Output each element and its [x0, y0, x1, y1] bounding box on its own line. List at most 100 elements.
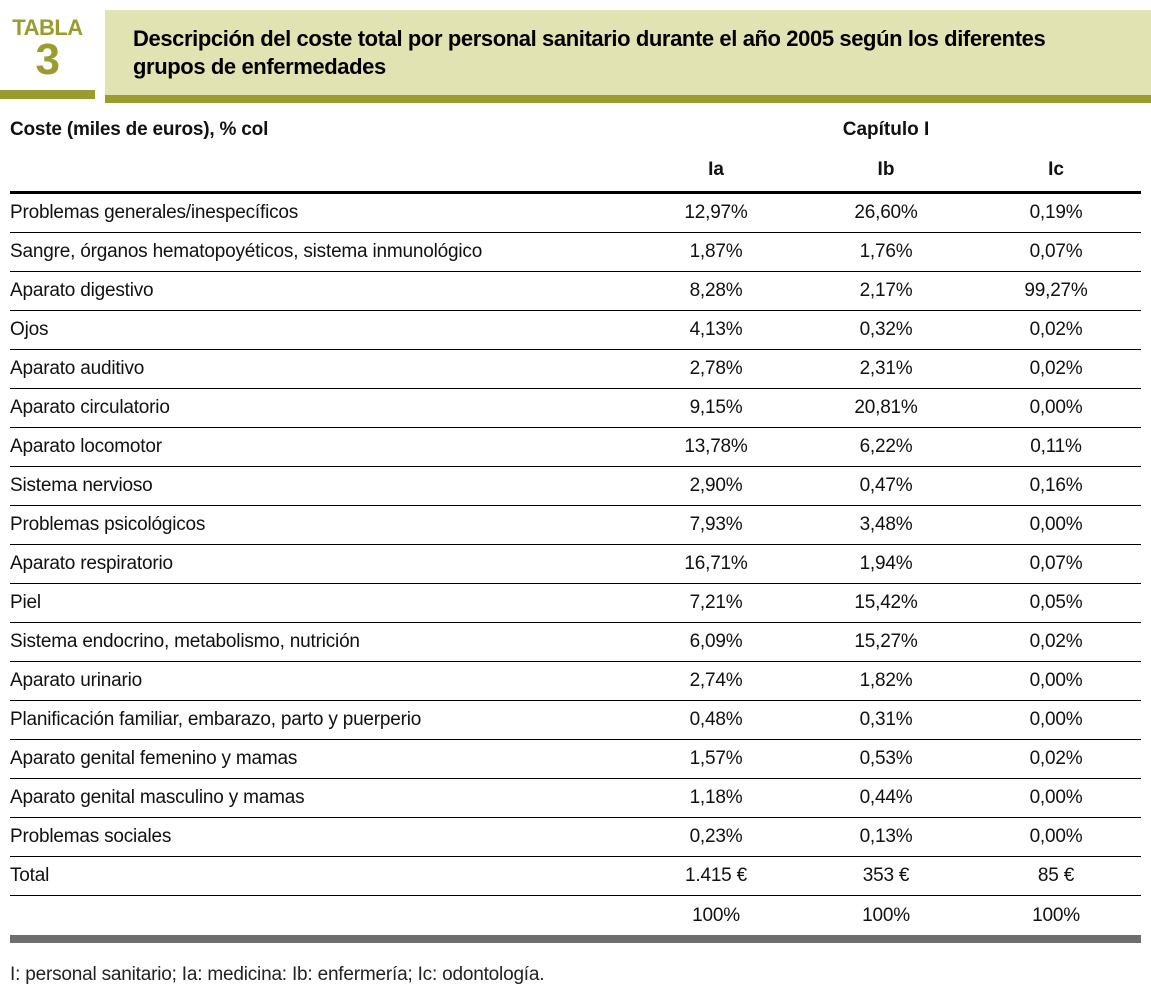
row-label: Sistema nervioso — [10, 475, 153, 496]
row-value-ia: 100% — [692, 904, 740, 926]
row-label: Aparato urinario — [10, 670, 142, 691]
column-header-spacer — [10, 159, 631, 181]
row-value-ib: 0,47% — [859, 475, 913, 496]
row-value-ic: 0,00% — [1029, 397, 1083, 418]
row-value-ia: 6,09% — [689, 631, 743, 652]
row-value-ic: 0,16% — [1029, 475, 1083, 496]
row-value-ia: 9,15% — [689, 397, 743, 418]
column-header-ib: Ib — [877, 159, 895, 180]
footnote: I: personal sanitario; Ia: medicina: Ib:… — [10, 964, 545, 985]
row-value-ia: 2,78% — [689, 358, 743, 379]
row-value-ia: 4,13% — [689, 319, 743, 340]
table-row-percent: 100% 100% 100% — [10, 896, 1141, 935]
row-value-ib: 15,27% — [854, 631, 918, 652]
table-row: Problemas psicológicos 7,93% 3,48% 0,00% — [10, 506, 1141, 545]
row-value-ia: 1.415 € — [685, 865, 747, 886]
row-value-ia: 12,97% — [684, 202, 748, 223]
table-row: Planificación familiar, embarazo, parto … — [10, 701, 1141, 740]
row-value-ia: 2,90% — [689, 475, 743, 496]
table-title-box: Descripción del coste total por personal… — [105, 10, 1151, 103]
row-value-ic: 0,00% — [1029, 787, 1083, 808]
row-value-ib: 15,42% — [854, 592, 918, 613]
corner-header: Coste (miles de euros), % col — [10, 119, 269, 140]
row-label: Piel — [10, 592, 41, 613]
row-value-ic: 99,27% — [1024, 280, 1088, 301]
row-value-ia: 1,57% — [689, 748, 743, 769]
table-row: Aparato urinario 2,74% 1,82% 0,00% — [10, 662, 1141, 701]
row-value-ib: 0,31% — [859, 709, 913, 730]
row-value-ib: 1,76% — [859, 241, 913, 262]
row-value-ia: 0,48% — [689, 709, 743, 730]
table-label-word: TABLA — [12, 15, 83, 40]
table-row: Ojos 4,13% 0,32% 0,02% — [10, 311, 1141, 350]
row-value-ic: 100% — [1032, 904, 1080, 926]
row-value-ic: 0,02% — [1029, 358, 1083, 379]
column-group-header: Capítulo I — [842, 119, 930, 140]
row-value-ic: 0,11% — [1030, 436, 1082, 457]
row-value-ib: 2,17% — [859, 280, 913, 301]
row-value-ic: 0,02% — [1029, 748, 1083, 769]
table-row: Problemas generales/inespecíficos 12,97%… — [10, 194, 1141, 233]
row-label: Problemas sociales — [10, 826, 172, 847]
row-label: Aparato circulatorio — [10, 397, 170, 418]
table-title: Descripción del coste total por personal… — [133, 26, 1046, 79]
row-value-ib: 26,60% — [854, 202, 918, 223]
row-label: Aparato auditivo — [10, 358, 145, 379]
row-value-ia: 7,21% — [689, 592, 743, 613]
row-value-ia: 16,71% — [684, 553, 748, 574]
data-table: Coste (miles de euros), % col Capítulo I… — [10, 111, 1141, 943]
row-value-ib: 0,53% — [859, 748, 913, 769]
row-value-ic: 0,02% — [1029, 631, 1083, 652]
row-value-ic: 0,00% — [1029, 514, 1083, 535]
row-value-ic: 0,07% — [1029, 241, 1083, 262]
row-value-ia: 0,23% — [689, 826, 743, 847]
column-header-ic: Ic — [1048, 159, 1064, 180]
row-value-ic: 0,07% — [1029, 553, 1083, 574]
row-value-ib: 2,31% — [859, 358, 913, 379]
row-value-ia: 8,28% — [689, 280, 743, 301]
table-row: Piel 7,21% 15,42% 0,05% — [10, 584, 1141, 623]
table-header-row-group: Coste (miles de euros), % col Capítulo I — [10, 111, 1141, 141]
row-value-ia: 1,87% — [689, 241, 743, 262]
row-value-ia: 13,78% — [684, 436, 748, 457]
row-value-ib: 0,44% — [859, 787, 913, 808]
table-label-number: 3 — [35, 35, 60, 84]
row-label: Aparato genital femenino y mamas — [10, 748, 298, 769]
row-value-ic: 85 € — [1037, 865, 1075, 886]
table-row: Sistema nervioso 2,90% 0,47% 0,16% — [10, 467, 1141, 506]
row-value-ic: 0,00% — [1029, 670, 1083, 691]
row-label: Planificación familiar, embarazo, parto … — [10, 709, 422, 730]
row-value-ic: 0,00% — [1029, 826, 1083, 847]
table-row: Aparato genital femenino y mamas 1,57% 0… — [10, 740, 1141, 779]
table-number-label: TABLA 3 — [0, 0, 95, 99]
table-header-row-columns: Ia Ib Ic — [10, 159, 1141, 194]
row-label: Problemas generales/inespecíficos — [10, 202, 299, 223]
row-value-ia: 1,18% — [689, 787, 743, 808]
row-label: Aparato digestivo — [10, 280, 154, 301]
row-label: Total — [10, 865, 50, 886]
row-value-ib: 353 € — [862, 865, 910, 886]
row-value-ia: 2,74% — [689, 670, 743, 691]
row-value-ic: 0,02% — [1029, 319, 1083, 340]
table-row: Aparato auditivo 2,78% 2,31% 0,02% — [10, 350, 1141, 389]
row-label: Ojos — [10, 319, 49, 340]
row-value-ib: 100% — [862, 904, 910, 926]
row-label: Sangre, órganos hematopoyéticos, sistema… — [10, 241, 483, 262]
table-row: Aparato circulatorio 9,15% 20,81% 0,00% — [10, 389, 1141, 428]
row-value-ib: 1,94% — [859, 553, 913, 574]
row-label: Aparato respiratorio — [10, 553, 173, 574]
row-value-ib: 6,22% — [859, 436, 913, 457]
row-value-ib: 3,48% — [859, 514, 913, 535]
row-label: Aparato genital masculino y mamas — [10, 787, 305, 808]
row-value-ib: 0,32% — [859, 319, 913, 340]
table-row: Aparato locomotor 13,78% 6,22% 0,11% — [10, 428, 1141, 467]
row-value-ib: 0,13% — [859, 826, 913, 847]
row-label: Problemas psicológicos — [10, 514, 206, 535]
row-value-ib: 1,82% — [859, 670, 913, 691]
row-value-ic: 0,05% — [1029, 592, 1083, 613]
row-label: Aparato locomotor — [10, 436, 162, 457]
table-row: Aparato genital masculino y mamas 1,18% … — [10, 779, 1141, 818]
row-value-ib: 20,81% — [854, 397, 918, 418]
figure-header: TABLA 3 Descripción del coste total por … — [0, 0, 1151, 103]
